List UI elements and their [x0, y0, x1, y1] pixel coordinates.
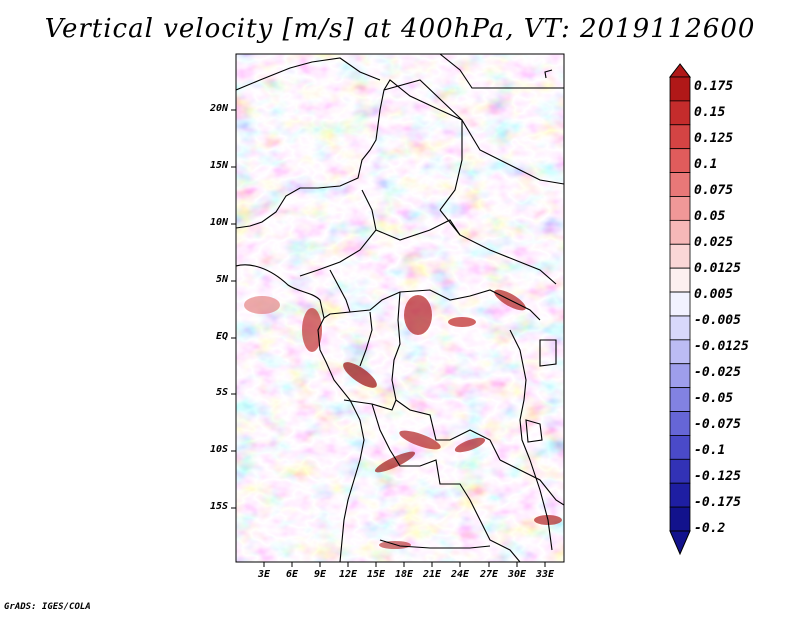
border	[391, 291, 501, 461]
colorbar-top-arrow	[668, 63, 692, 78]
colorbar-label: 0.175	[694, 79, 734, 94]
country-borders	[236, 54, 564, 562]
colorbar-label: -0.05	[694, 391, 734, 406]
lon-label-27e: 27E	[479, 569, 499, 580]
colorbar-label: 0.005	[694, 287, 734, 302]
colorbar-swatch	[669, 315, 691, 341]
colorbar-label: 0.025	[694, 235, 734, 250]
colorbar-label: 0.075	[694, 183, 734, 198]
lat-label-10n: 10N	[209, 217, 228, 228]
lat-ticks	[231, 109, 236, 509]
map-frame	[235, 53, 565, 563]
lat-label-10s: 10S	[209, 444, 228, 455]
colorbar-swatch	[669, 482, 691, 508]
grads-credit: GrADS: IGES/COLA	[4, 602, 91, 612]
updraft-patch	[404, 295, 432, 335]
lat-label-15n: 15N	[209, 160, 228, 171]
colorbar-label: 0.1	[694, 157, 718, 172]
lake	[525, 419, 543, 443]
lat-label-20n: 20N	[209, 103, 228, 114]
colorbar-swatch	[669, 506, 691, 532]
lon-label-24e: 24E	[450, 569, 470, 580]
updraft-patch	[399, 430, 441, 450]
colorbar-label: -0.175	[694, 495, 741, 510]
border	[236, 57, 381, 91]
lon-label-12e: 12E	[338, 569, 358, 580]
colorbar-swatch	[669, 387, 691, 412]
colorbar-label: -0.2	[694, 521, 726, 536]
lon-label-9e: 9E	[313, 569, 327, 580]
colorbar-swatch	[669, 172, 691, 197]
updraft-patch	[374, 451, 416, 473]
velocity-field	[236, 54, 564, 562]
border	[343, 399, 397, 411]
border	[439, 209, 461, 236]
lat-label-5s: 5S	[215, 387, 228, 398]
colorbar-swatch	[669, 339, 691, 365]
lat-label-5n: 5N	[215, 274, 228, 285]
colorbar-swatch	[669, 148, 691, 173]
updraft-patch	[448, 317, 476, 327]
border	[371, 403, 521, 562]
atlantic-coastline	[236, 264, 365, 562]
colorbar-swatch	[669, 76, 691, 102]
border	[383, 79, 463, 121]
colorbar-swatch	[669, 124, 691, 150]
lon-label-21e: 21E	[422, 569, 442, 580]
colorbar	[668, 63, 692, 556]
map-panel	[235, 53, 565, 563]
colorbar-label: 0.125	[694, 131, 734, 146]
colorbar-label: -0.1	[694, 443, 726, 458]
lat-label-15s: 15S	[209, 501, 228, 512]
border	[499, 459, 564, 506]
colorbar-label: -0.075	[694, 417, 741, 432]
chart-title: Vertical velocity [m/s] at 400hPa, VT: 2…	[44, 14, 756, 44]
lat-label-eq: EQ	[215, 331, 228, 342]
colorbar-label: 0.0125	[694, 261, 741, 276]
lon-label-3e: 3E	[257, 569, 271, 580]
updraft-patch	[302, 308, 322, 352]
border	[544, 69, 553, 79]
colorbar-label: 0.15	[694, 105, 726, 120]
lon-label-15e: 15E	[366, 569, 386, 580]
colorbar-swatch	[669, 291, 691, 317]
updraft-patch	[244, 296, 280, 314]
border	[349, 289, 541, 321]
colorbar-swatch	[669, 411, 691, 436]
colorbar-swatch	[669, 458, 691, 484]
colorbar-swatch	[669, 267, 691, 293]
colorbar-swatch	[669, 219, 691, 245]
lake-border	[509, 329, 531, 461]
colorbar-label: -0.025	[694, 365, 741, 380]
lake-victoria	[539, 339, 557, 367]
border	[529, 459, 553, 551]
lon-label-6e: 6E	[285, 569, 299, 580]
colorbar-label: 0.05	[694, 209, 726, 224]
border	[379, 539, 491, 549]
border	[236, 79, 463, 229]
lon-label-33e: 33E	[535, 569, 555, 580]
border	[439, 54, 564, 89]
colorbar-label: -0.005	[694, 313, 741, 328]
updraft-patch	[343, 362, 377, 388]
colorbar-swatch	[669, 100, 691, 126]
lon-ticks	[263, 562, 546, 567]
lon-label-30e: 30E	[507, 569, 527, 580]
colorbar-label: -0.0125	[694, 339, 749, 354]
border	[359, 311, 373, 367]
lon-label-18e: 18E	[394, 569, 414, 580]
border	[461, 119, 564, 185]
updraft-patch	[454, 437, 486, 453]
colorbar-swatch	[669, 435, 691, 460]
colorbar-label: -0.125	[694, 469, 741, 484]
border	[299, 189, 377, 277]
colorbar-bottom-arrow	[669, 530, 691, 556]
colorbar-swatch	[669, 363, 691, 389]
colorbar-swatch	[669, 196, 691, 221]
colorbar-swatch	[669, 243, 691, 269]
